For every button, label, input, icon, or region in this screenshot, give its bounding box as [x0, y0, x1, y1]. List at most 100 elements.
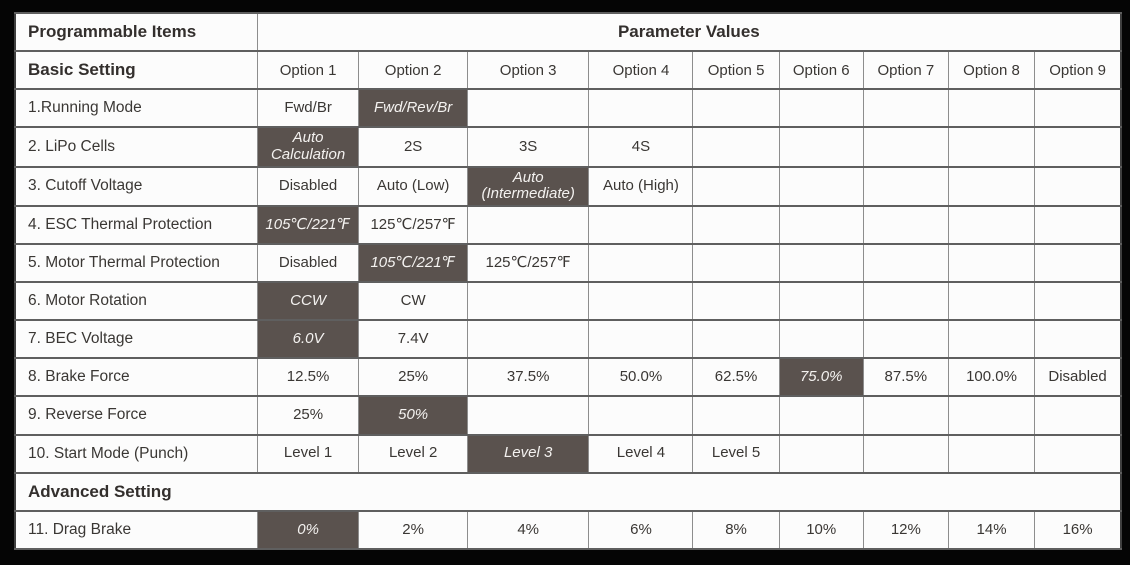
item-row: 1.Running Mode Fwd/Br Fwd/Rev/Br — [14, 88, 1122, 129]
selected-value-cell: 105℃/221℉ — [256, 204, 360, 245]
empty-cell — [1034, 319, 1122, 360]
item-row: 8. Brake Force 12.5% 25% 37.5% 50.0% 62.5% 75.… — [14, 357, 1122, 398]
selected-value-cell: 6.0V — [256, 319, 360, 360]
empty-cell — [588, 280, 694, 322]
value-cell: 8% — [692, 509, 780, 551]
value-cell: 2% — [358, 509, 468, 551]
value-cell: 2S — [358, 126, 468, 168]
empty-cell — [1034, 433, 1122, 474]
item-row: 10. Start Mode (Punch) Level 1 Level 2 Leve… — [14, 433, 1122, 474]
empty-cell — [778, 395, 864, 436]
empty-cell — [862, 165, 949, 207]
item-label: 8. Brake Force — [14, 357, 258, 398]
value-cell: Disabled — [256, 242, 360, 284]
empty-cell — [947, 280, 1036, 322]
value-cell: Level 2 — [358, 433, 468, 474]
selected-value-cell: 105℃/221℉ — [358, 242, 468, 284]
empty-cell — [588, 204, 694, 245]
selected-value-cell: CCW — [256, 280, 360, 322]
value-cell: 10% — [778, 509, 864, 551]
empty-cell — [947, 242, 1036, 284]
value-cell: 4% — [466, 509, 590, 551]
parameter-table: Programmable Items Parameter Values Basi… — [14, 11, 1122, 551]
empty-cell — [778, 280, 864, 322]
empty-cell — [588, 395, 694, 436]
empty-cell — [862, 204, 949, 245]
options-header-row: Basic Setting Option 1 Option 2 Option 3 Op… — [14, 50, 1122, 91]
empty-cell — [778, 126, 864, 168]
empty-cell — [1034, 280, 1122, 322]
item-label: 1.Running Mode — [14, 88, 258, 129]
empty-cell — [466, 280, 590, 322]
option-column-header: Option 8 — [947, 50, 1036, 91]
empty-cell — [947, 433, 1036, 474]
item-label: 4. ESC Thermal Protection — [14, 204, 258, 245]
item-row: 2. LiPo Cells Auto Calculation 2S 3S 4S — [14, 126, 1122, 168]
value-cell: 3S — [466, 126, 590, 168]
value-cell: Auto (High) — [588, 165, 694, 207]
empty-cell — [947, 395, 1036, 436]
basic-setting-header: Basic Setting — [14, 50, 258, 91]
section-title: Advanced Setting — [14, 471, 1122, 512]
value-cell: 6% — [588, 509, 694, 551]
empty-cell — [466, 88, 590, 129]
option-column-header: Option 7 — [862, 50, 949, 91]
value-cell: Level 4 — [588, 433, 694, 474]
item-label: 2. LiPo Cells — [14, 126, 258, 168]
value-cell: Disabled — [256, 165, 360, 207]
table-title-row: Programmable Items Parameter Values — [14, 11, 1122, 53]
document-page: Programmable Items Parameter Values Basi… — [14, 11, 1122, 551]
option-column-header: Option 6 — [778, 50, 864, 91]
empty-cell — [466, 319, 590, 360]
empty-cell — [947, 204, 1036, 245]
empty-cell — [947, 88, 1036, 129]
value-cell: Level 5 — [692, 433, 780, 474]
value-cell: 100.0% — [947, 357, 1036, 398]
empty-cell — [588, 319, 694, 360]
selected-value-cell: Level 3 — [466, 433, 590, 474]
item-row: 5. Motor Thermal Protection Disabled 105℃/… — [14, 242, 1122, 284]
item-label: 10. Start Mode (Punch) — [14, 433, 258, 474]
item-row: 6. Motor Rotation CCW CW — [14, 280, 1122, 322]
empty-cell — [778, 88, 864, 129]
empty-cell — [692, 395, 780, 436]
empty-cell — [1034, 204, 1122, 245]
empty-cell — [692, 204, 780, 245]
empty-cell — [947, 126, 1036, 168]
value-cell: 50.0% — [588, 357, 694, 398]
value-cell: 62.5% — [692, 357, 780, 398]
empty-cell — [466, 395, 590, 436]
value-cell: 12.5% — [256, 357, 360, 398]
empty-cell — [466, 204, 590, 245]
value-cell: Level 1 — [256, 433, 360, 474]
empty-cell — [588, 88, 694, 129]
empty-cell — [692, 319, 780, 360]
item-row: 4. ESC Thermal Protection 105℃/221℉ 125℃/2… — [14, 204, 1122, 245]
empty-cell — [862, 126, 949, 168]
empty-cell — [862, 242, 949, 284]
item-label: 11. Drag Brake — [14, 509, 258, 551]
empty-cell — [862, 433, 949, 474]
value-cell: 87.5% — [862, 357, 949, 398]
item-label: 3. Cutoff Voltage — [14, 165, 258, 207]
option-column-header: Option 3 — [466, 50, 590, 91]
value-cell: 7.4V — [358, 319, 468, 360]
value-cell: 125℃/257℉ — [466, 242, 590, 284]
item-row: 11. Drag Brake 0% 2% 4% 6% 8% 10% 12% 14% 16% — [14, 509, 1122, 551]
empty-cell — [692, 88, 780, 129]
value-cell: 14% — [947, 509, 1036, 551]
empty-cell — [862, 319, 949, 360]
value-cell: 25% — [358, 357, 468, 398]
empty-cell — [692, 242, 780, 284]
item-label: 5. Motor Thermal Protection — [14, 242, 258, 284]
option-column-header: Option 5 — [692, 50, 780, 91]
item-row: 9. Reverse Force 25% 50% — [14, 395, 1122, 436]
selected-value-cell: 75.0% — [778, 357, 864, 398]
empty-cell — [588, 242, 694, 284]
value-cell: Disabled — [1034, 357, 1122, 398]
value-cell: 125℃/257℉ — [358, 204, 468, 245]
option-column-header: Option 4 — [588, 50, 694, 91]
section-row: Advanced Setting — [14, 471, 1122, 512]
empty-cell — [778, 319, 864, 360]
programmable-items-header: Programmable Items — [14, 11, 258, 53]
